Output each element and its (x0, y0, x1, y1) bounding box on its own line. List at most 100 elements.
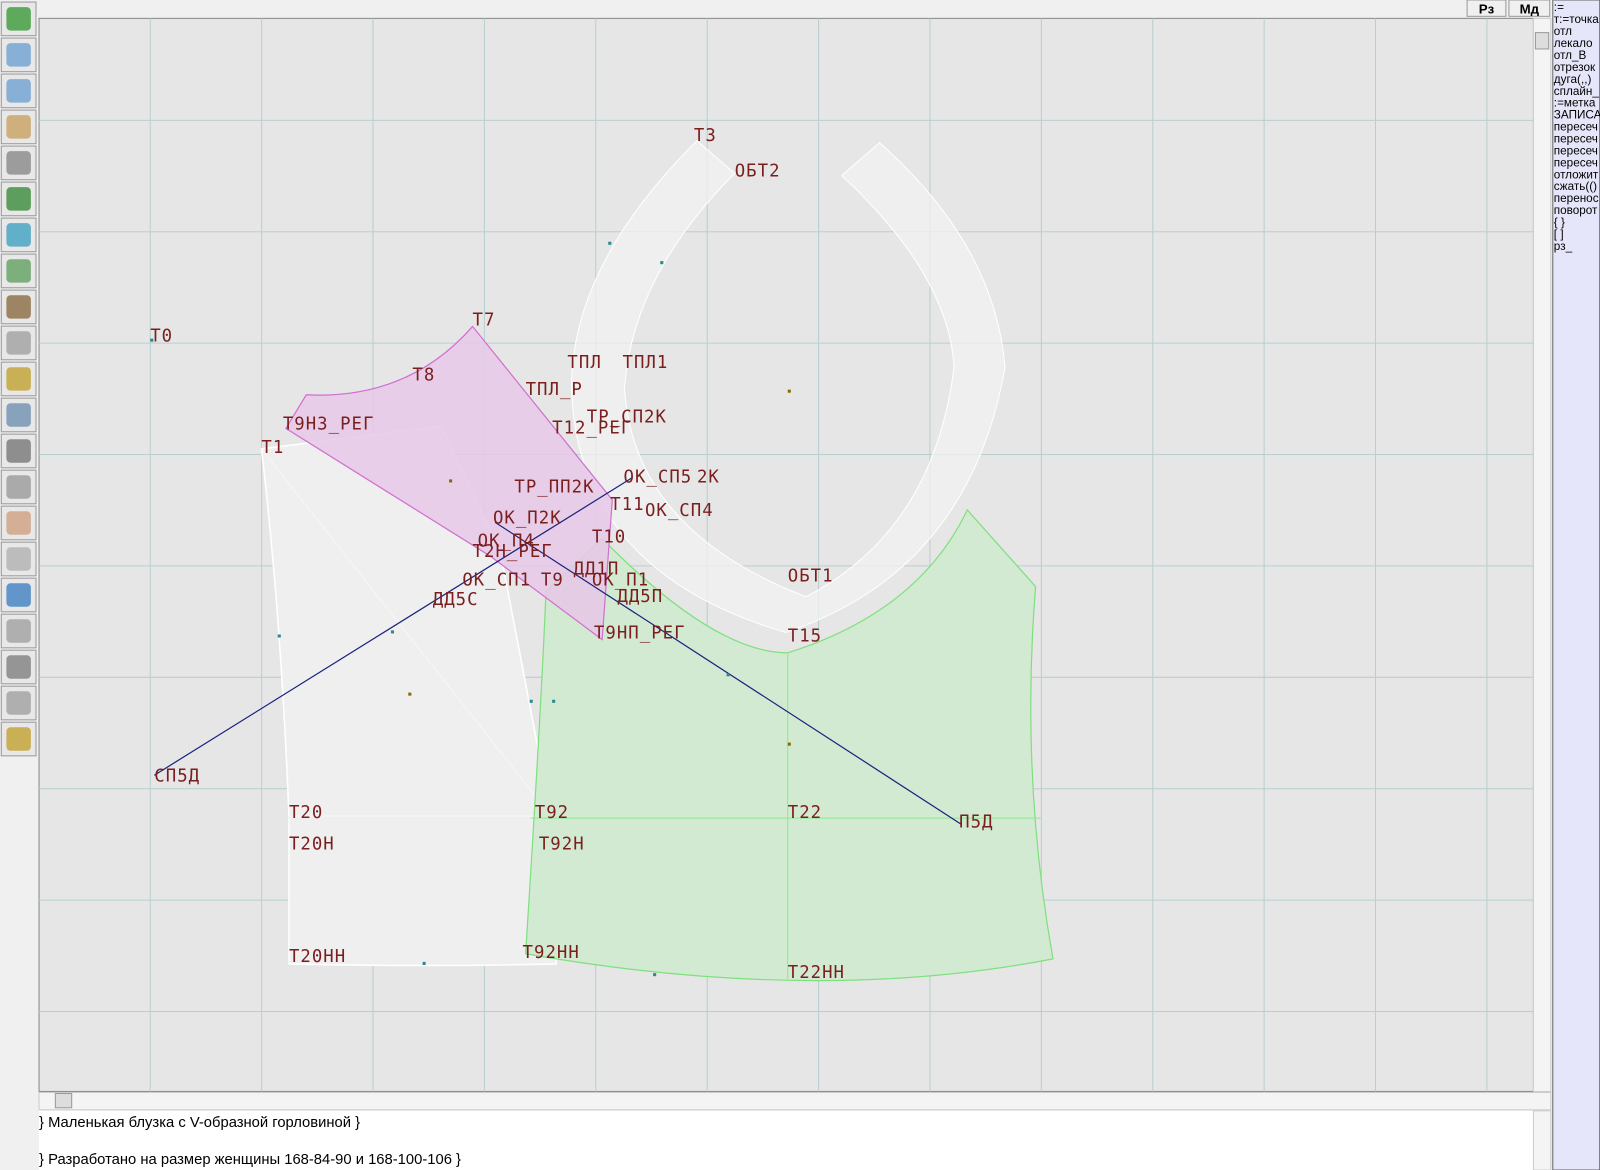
command-item: дуга(,,) (1554, 73, 1592, 86)
tool-icon (6, 223, 31, 247)
point-label: Т15 (788, 627, 822, 647)
command-item: сплайн_ (1554, 85, 1600, 98)
point-label: ОК_П4 (478, 532, 535, 552)
script-line: } Маленькая блузка с V-образной горловин… (39, 1115, 360, 1131)
command-item: пересеч (1554, 121, 1598, 134)
point-label: Т20 (289, 803, 323, 823)
script-line: } Разработано на размер женщины 168-84-9… (39, 1152, 461, 1168)
point-label: Т92 (535, 803, 569, 823)
button[interactable] (1466, 0, 1507, 17)
tool-icon (6, 331, 31, 355)
point-label: Т92НН (523, 943, 580, 963)
command-item: пересеч (1554, 133, 1598, 146)
point-label: ОК_П2К (493, 508, 562, 528)
command-item: пересеч (1554, 156, 1598, 169)
tool-icon (6, 511, 31, 535)
point-label: ТПЛ (567, 353, 601, 373)
point-label: Т12_РЕГ (552, 419, 632, 439)
toolbar (0, 1, 37, 757)
point-label: ТР_ПП2К (514, 478, 594, 498)
command-item: ЗАПИСА (1554, 109, 1600, 122)
point-label: ОК_СП1 (462, 571, 531, 591)
tool-icon (6, 79, 31, 103)
tool-icon (6, 619, 31, 643)
back-piece (260, 425, 557, 967)
command-item: т:=точка (1554, 13, 1599, 26)
point-label: Т20Н (289, 835, 335, 855)
footer-scrollbar[interactable] (1532, 1110, 1552, 1170)
command-item: рз_ (1554, 240, 1573, 253)
point-label: ОБТ1 (788, 566, 834, 586)
point-label: 2К (697, 467, 720, 487)
tool-icon (6, 259, 31, 283)
scroll-thumb[interactable] (1534, 32, 1550, 50)
command-item: перенос (1554, 192, 1599, 205)
point-label: Т0 (150, 327, 173, 347)
point-label: Т1 (261, 438, 284, 458)
point-label: ДД5П (617, 587, 663, 607)
command-item: отложит (1554, 168, 1599, 181)
tool-icon (6, 151, 31, 175)
command-item: поворот (1554, 204, 1598, 217)
point-label: ОБТ2 (735, 161, 781, 181)
point-label: Т22 (788, 803, 822, 823)
point-label: ДД5С (433, 590, 479, 610)
command-panel[interactable] (1552, 0, 1600, 1170)
command-item: сжать(() (1554, 180, 1597, 193)
tool-icon (6, 187, 31, 211)
point-label: Т10 (592, 528, 626, 548)
command-item: отрезок (1554, 61, 1596, 74)
point-label: Т22НН (788, 963, 845, 983)
tool-icon (6, 115, 31, 139)
tool-icon (6, 403, 31, 427)
command-list: :=т:=точкаотллекалоотл_Вотрезокдуга(,,)с… (1554, 1, 1600, 253)
point-label: Т7 (473, 310, 496, 330)
point-label: П5Д (959, 812, 993, 832)
point-label: Т9НЗ_РЕГ (283, 414, 375, 434)
script-editor[interactable] (39, 1110, 1534, 1170)
button-label[interactable]: Рз (1479, 1, 1495, 16)
point-label: Т11 (610, 495, 644, 515)
command-item: лекало (1554, 37, 1593, 50)
command-item: отл (1554, 25, 1572, 38)
point-label: ОК_П1 (592, 571, 649, 591)
tool-icon (6, 727, 31, 751)
tool-icon (6, 547, 31, 571)
point-label: ДД1П (574, 559, 620, 579)
command-item: :=метка (1554, 97, 1596, 110)
command-item: := (1554, 1, 1564, 14)
tool-icon (6, 691, 31, 715)
point-label: Т20НН (289, 947, 346, 967)
vertical-scrollbar[interactable] (1532, 17, 1552, 1092)
point-label: Т9НП_РЕГ (594, 624, 686, 644)
command-item: [ ] (1554, 228, 1564, 241)
point-label: Т8 (412, 365, 435, 385)
point-label: ОК_СП4 (645, 501, 714, 521)
command-item: { } (1554, 216, 1565, 229)
point-label: Т2Н_РЕГ (473, 542, 553, 562)
point-label: Т9 (541, 571, 564, 591)
button[interactable] (1508, 0, 1551, 17)
points (150, 241, 791, 977)
point-label: Т92Н (539, 835, 585, 855)
scroll-thumb[interactable] (54, 1092, 73, 1109)
button-label[interactable]: Мд (1520, 1, 1540, 16)
front-lines (530, 652, 1041, 980)
point-label: ТПЛ_Р (526, 380, 583, 400)
point-label: СП5Д (154, 766, 200, 786)
tool-icon (6, 7, 31, 31)
horizontal-scrollbar[interactable] (38, 1091, 1552, 1111)
point-label: ТПЛ1 (623, 353, 669, 373)
tool-icon (6, 583, 31, 607)
tool-icon (6, 475, 31, 499)
sleeve-piece (285, 325, 613, 641)
tool-icon (6, 43, 31, 67)
command-item: пересеч (1554, 144, 1598, 157)
tool-icon (6, 439, 31, 463)
point-label: Т3 (694, 126, 717, 146)
tool-icon (6, 655, 31, 679)
point-label: ТР_СП2К (587, 407, 667, 427)
